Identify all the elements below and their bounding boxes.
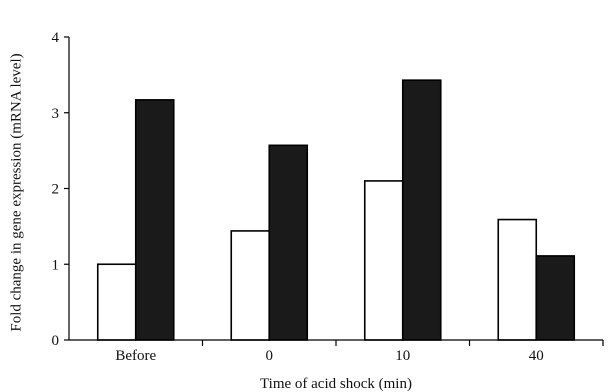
bar-series-2-2: [401, 79, 442, 341]
x-category-label: Before: [115, 348, 156, 364]
x-ticks-group: Before 0 10 40: [115, 340, 604, 364]
y-tick-label: 0: [52, 333, 60, 349]
bar-series-2-0: [134, 99, 175, 341]
bar-series-1-1: [230, 230, 271, 341]
bar-series-2-1: [268, 144, 309, 341]
y-tick-label: 1: [52, 257, 60, 273]
bar-series-1-3: [497, 218, 538, 341]
x-category-label: 40: [529, 348, 544, 364]
x-category-label: 0: [266, 348, 274, 364]
y-ticks-group: 0 1 2 3 4: [52, 30, 69, 349]
bar-series-1-2: [363, 180, 404, 341]
y-tick-label: 2: [52, 182, 60, 198]
x-axis-title: Time of acid shock (min): [260, 376, 412, 392]
y-tick-label: 4: [52, 30, 60, 46]
bars-group: [96, 79, 576, 341]
x-category-label: 10: [395, 348, 410, 364]
bar-series-1-0: [96, 263, 137, 341]
bar-series-2-3: [535, 255, 576, 341]
y-tick-label: 3: [52, 106, 60, 122]
y-axis-title: Fold change in gene expression (mRNA lev…: [8, 53, 24, 331]
